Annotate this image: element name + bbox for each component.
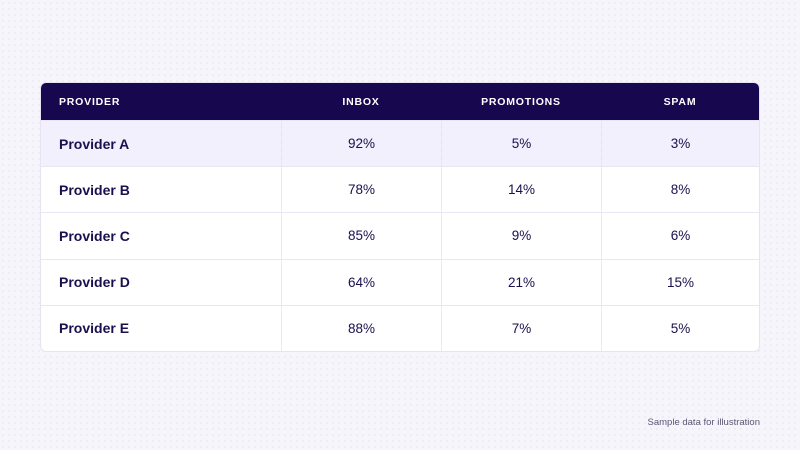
provider-name-cell: Provider C <box>59 227 130 244</box>
table-header-row: PROVIDER INBOX PROMOTIONS SPAM <box>41 83 759 120</box>
deliverability-table: PROVIDER INBOX PROMOTIONS SPAM Provider … <box>40 82 760 352</box>
provider-name-cell: Provider E <box>59 320 130 337</box>
promotions-cell: 5% <box>441 121 601 167</box>
spam-cell: 8% <box>601 167 759 213</box>
column-header-inbox: INBOX <box>342 95 380 108</box>
spam-cell: 5% <box>601 305 759 351</box>
table-row-provider-d: Provider D 64% 21% 15% <box>41 258 759 305</box>
inbox-cell: 78% <box>281 167 441 213</box>
promotions-cell: 14% <box>441 167 601 213</box>
inbox-cell: 92% <box>281 121 441 167</box>
table-row-provider-e: Provider E 88% 7% 5% <box>41 304 759 351</box>
table-row-provider-c: Provider C 85% 9% 6% <box>41 212 759 259</box>
footnote-text: Sample data for illustration <box>647 417 760 428</box>
spam-cell: 3% <box>601 121 759 167</box>
column-header-promotions: PROMOTIONS <box>481 95 561 108</box>
provider-name-cell: Provider A <box>59 135 130 152</box>
table-row-provider-a: Provider A 92% 5% 3% <box>41 120 759 167</box>
promotions-cell: 21% <box>441 259 601 305</box>
provider-name-cell: Provider B <box>59 181 130 198</box>
provider-name-cell: Provider D <box>59 274 130 291</box>
spam-cell: 6% <box>601 213 759 259</box>
inbox-cell: 64% <box>281 259 441 305</box>
spam-cell: 15% <box>601 259 759 305</box>
table-row-provider-b: Provider B 78% 14% 8% <box>41 166 759 213</box>
promotions-cell: 9% <box>441 213 601 259</box>
column-header-provider: PROVIDER <box>59 95 121 108</box>
promotions-cell: 7% <box>441 305 601 351</box>
inbox-cell: 85% <box>281 213 441 259</box>
column-header-spam: SPAM <box>663 95 697 108</box>
inbox-cell: 88% <box>281 305 441 351</box>
